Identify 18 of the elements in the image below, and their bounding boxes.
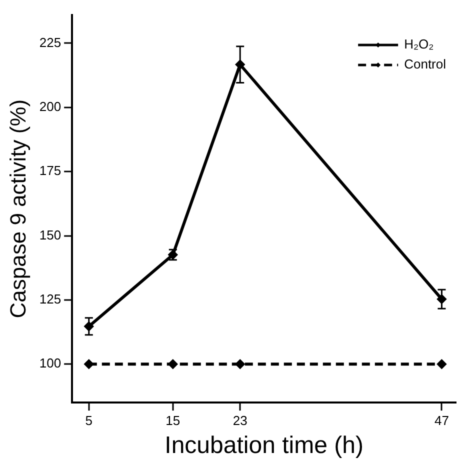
y-tick-label: 200 — [39, 98, 62, 114]
legend-label: Control — [404, 56, 446, 72]
x-tick-label: 15 — [166, 412, 180, 428]
y-tick-label: 125 — [39, 292, 62, 307]
y-axis-title: Caspase 9 activity (%) — [5, 99, 30, 318]
x-tick-label: 47 — [434, 412, 449, 428]
point — [437, 360, 446, 369]
y-tick-label: 225 — [39, 34, 62, 50]
y-tick-label: 100 — [39, 356, 62, 371]
point — [84, 360, 94, 369]
legend-label: H₂O₂ — [404, 36, 434, 52]
x-axis-title: Incubation time (h) — [164, 432, 364, 460]
x-tick-label: 5 — [85, 412, 93, 428]
point — [236, 360, 245, 369]
y-tick-label: 175 — [39, 163, 62, 178]
x-tick-label: 23 — [232, 412, 248, 428]
point — [168, 360, 178, 369]
y-tick-label: 150 — [39, 227, 62, 242]
